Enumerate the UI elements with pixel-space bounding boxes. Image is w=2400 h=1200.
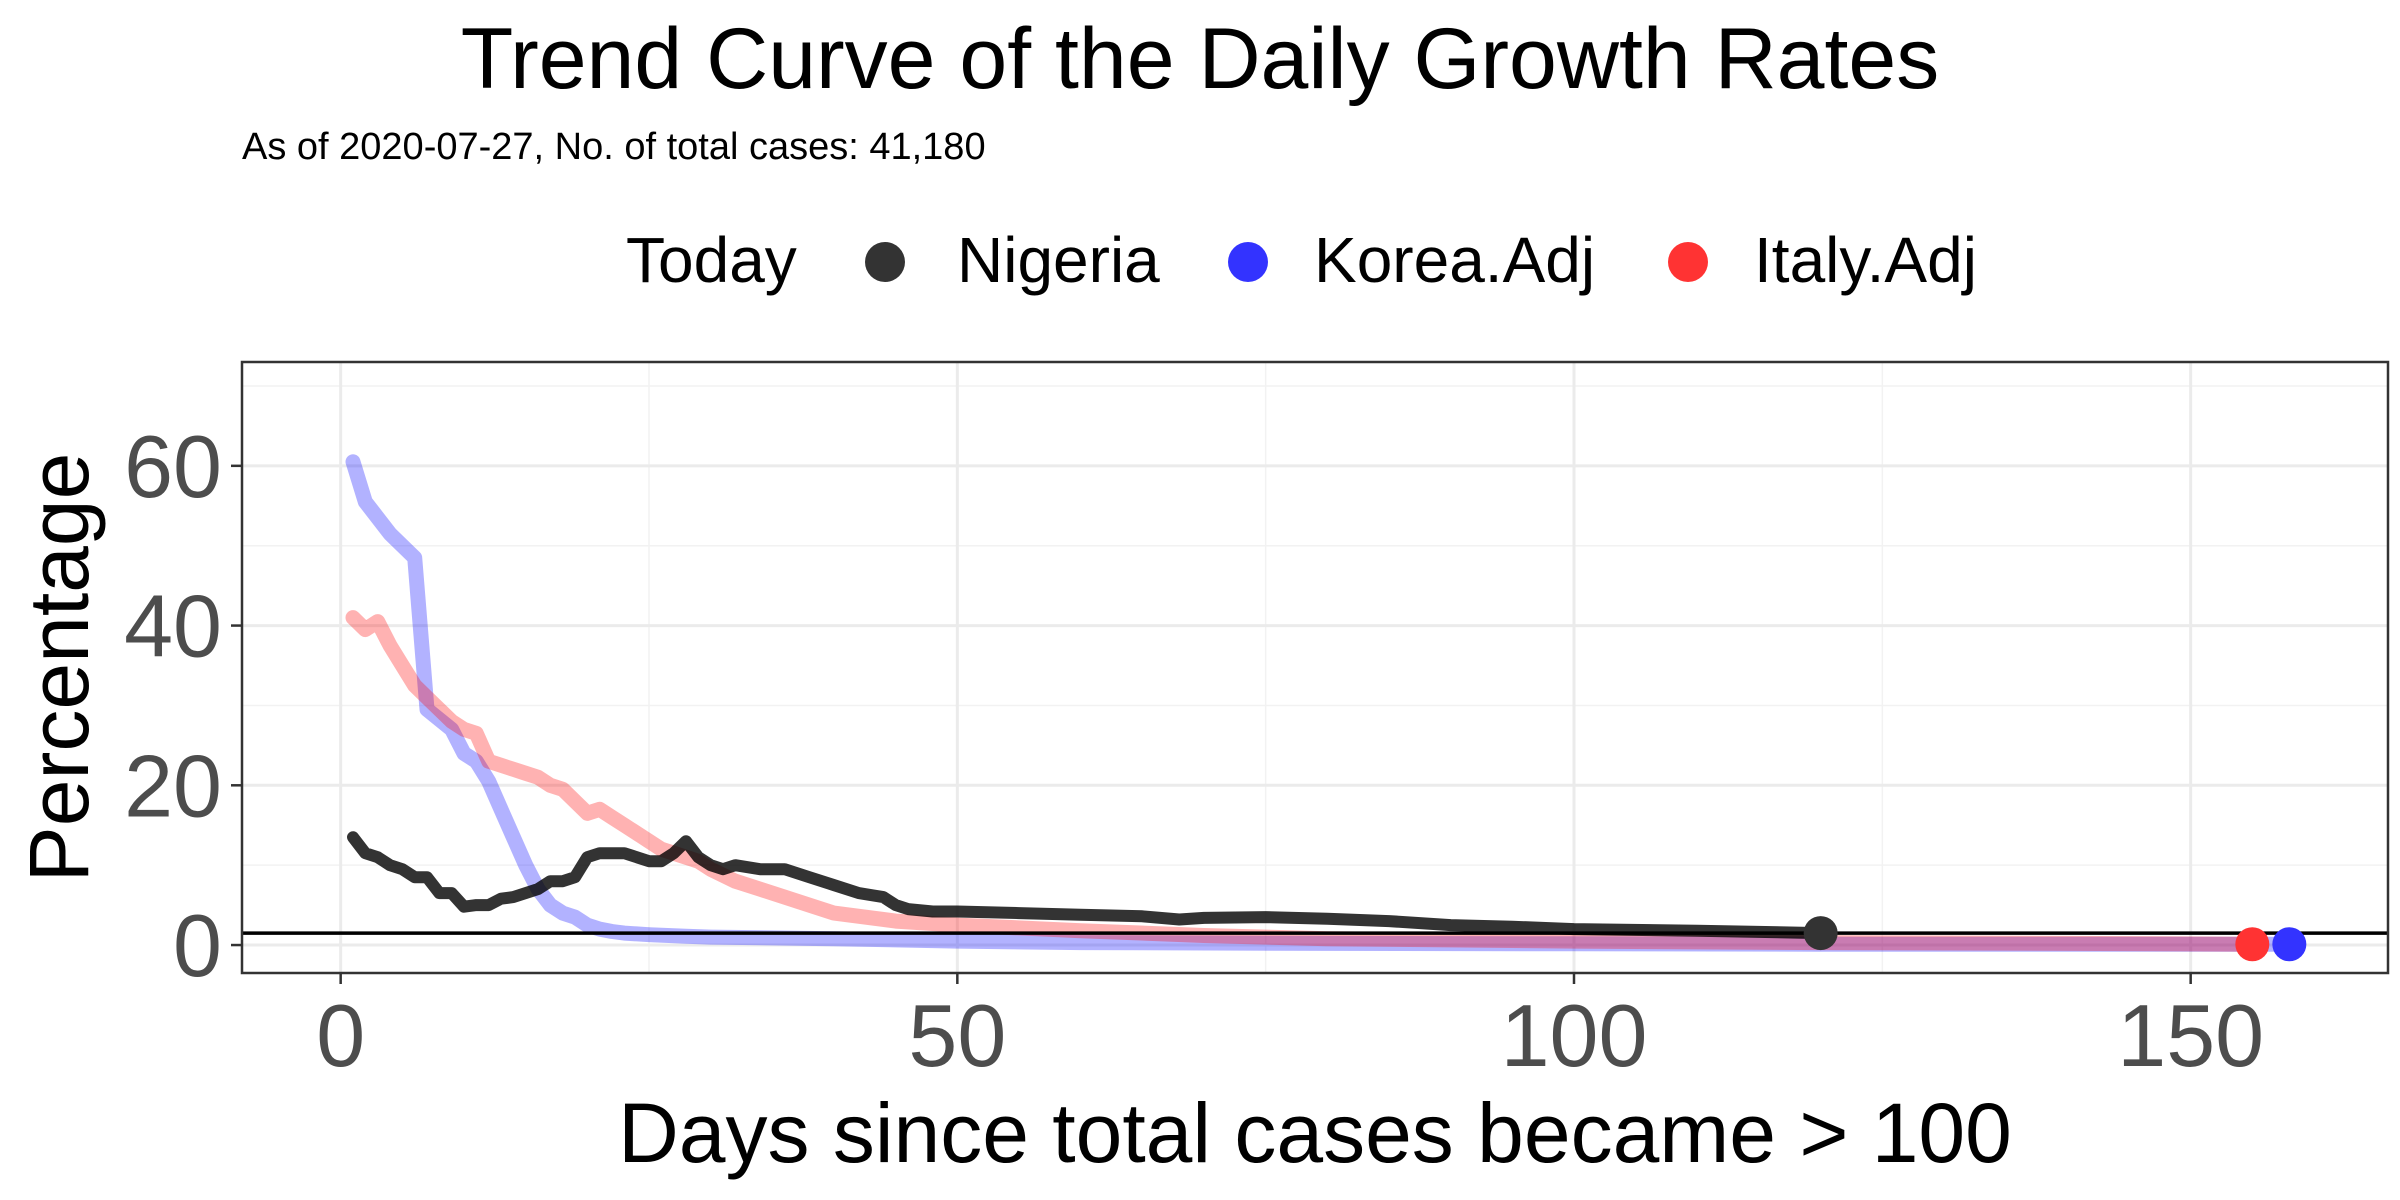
axis-tick-labels: 0 50 100 150 0 20 40 60 [124, 417, 2264, 1085]
today-point-korea-adj [2272, 927, 2307, 962]
x-tick-label: 50 [908, 986, 1006, 1085]
minor-gridlines [242, 362, 2388, 973]
chart-subtitle: As of 2020-07-27, No. of total cases: 41… [242, 126, 986, 168]
series-lines [345, 454, 2297, 952]
legend-key-italy [1668, 242, 1708, 282]
today-points [1803, 916, 2307, 962]
y-tick-label: 40 [124, 577, 222, 676]
y-tick-label: 60 [124, 417, 222, 516]
y-axis-title: Percentage [12, 453, 106, 883]
chart-title: Trend Curve of the Daily Growth Rates [460, 11, 1940, 107]
legend-label-nigeria: Nigeria [957, 224, 1160, 296]
x-axis-title: Days since total cases became > 100 [618, 1086, 2012, 1180]
legend-title: Today [626, 224, 797, 296]
major-gridlines [242, 362, 2388, 973]
today-point-nigeria [1803, 916, 1838, 951]
x-tick-label: 150 [2117, 986, 2264, 1085]
legend-key-korea [1228, 242, 1268, 282]
y-tick-label: 20 [124, 736, 222, 835]
series-line-italy-adj [345, 610, 2260, 952]
series-line-nigeria [347, 831, 1827, 940]
axis-ticks [231, 464, 2192, 984]
series-line-korea-adj [345, 454, 2297, 952]
x-tick-label: 0 [316, 986, 365, 1085]
legend-label-korea: Korea.Adj [1314, 224, 1596, 296]
legend-key-nigeria [865, 242, 905, 282]
plot-panel-border [240, 360, 2390, 975]
y-tick-label: 0 [173, 896, 222, 995]
today-point-italy-adj [2235, 927, 2270, 962]
legend-label-italy: Italy.Adj [1754, 224, 1977, 296]
x-tick-label: 100 [1501, 986, 1648, 1085]
legend: Today Nigeria Korea.Adj Italy.Adj [0, 215, 2400, 305]
